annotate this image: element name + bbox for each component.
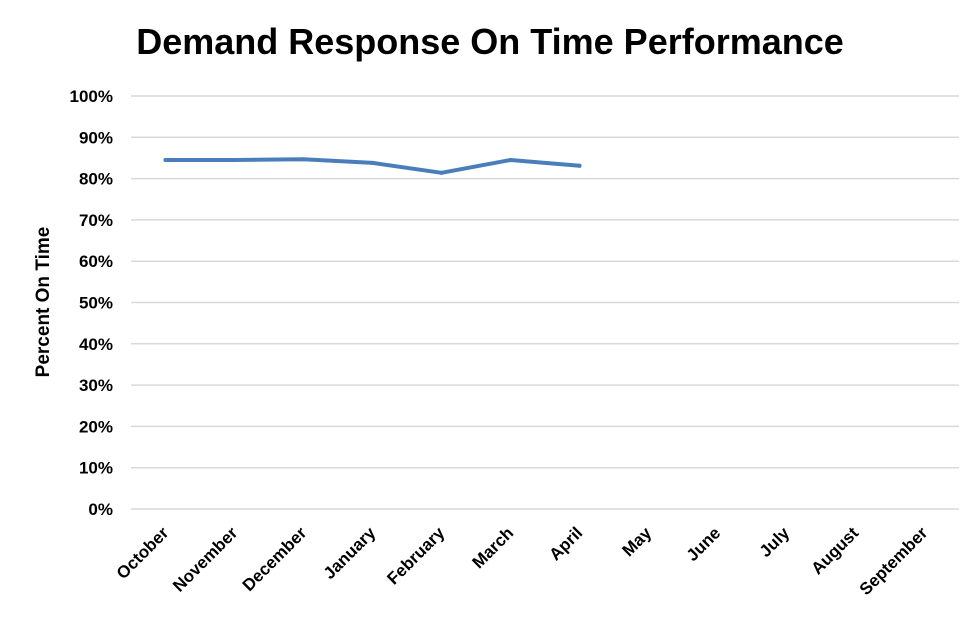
data-point <box>232 158 237 163</box>
x-tick-label: June <box>683 523 724 564</box>
y-tick-label: 20% <box>79 417 113 436</box>
y-axis-ticks: 0% 10% 20% 30% 40% 50% 60% 70% 80% 90% 100% <box>70 87 113 519</box>
x-tick-label: September <box>856 523 932 599</box>
y-tick-label: 100% <box>70 87 113 106</box>
x-tick-label: August <box>807 523 862 578</box>
y-tick-label: 60% <box>79 252 113 271</box>
y-tick-label: 10% <box>79 459 113 478</box>
series-layer <box>163 157 582 175</box>
x-tick-label: July <box>756 523 794 561</box>
x-tick-label: May <box>619 523 656 560</box>
x-tick-label: December <box>239 523 311 595</box>
data-point <box>163 158 168 163</box>
gridlines <box>131 95 959 510</box>
data-point <box>508 158 513 163</box>
x-tick-label: April <box>546 523 587 564</box>
x-tick-label: March <box>468 523 517 572</box>
y-tick-label: 90% <box>79 128 113 147</box>
data-point <box>439 170 444 175</box>
y-tick-label: 40% <box>79 335 113 354</box>
y-tick-label: 70% <box>79 211 113 230</box>
y-axis-label: Percent On Time <box>33 227 54 378</box>
x-tick-label: February <box>383 523 448 588</box>
x-tick-label: November <box>169 523 241 595</box>
data-point <box>370 160 375 165</box>
x-tick-label: January <box>320 523 380 583</box>
chart-title: Demand Response On Time Performance <box>136 21 844 62</box>
y-tick-label: 50% <box>79 294 113 313</box>
x-tick-label: October <box>113 523 173 583</box>
y-tick-label: 30% <box>79 376 113 395</box>
y-tick-label: 0% <box>88 500 113 519</box>
data-point <box>577 163 582 168</box>
data-point <box>301 157 306 162</box>
y-tick-label: 80% <box>79 170 113 189</box>
